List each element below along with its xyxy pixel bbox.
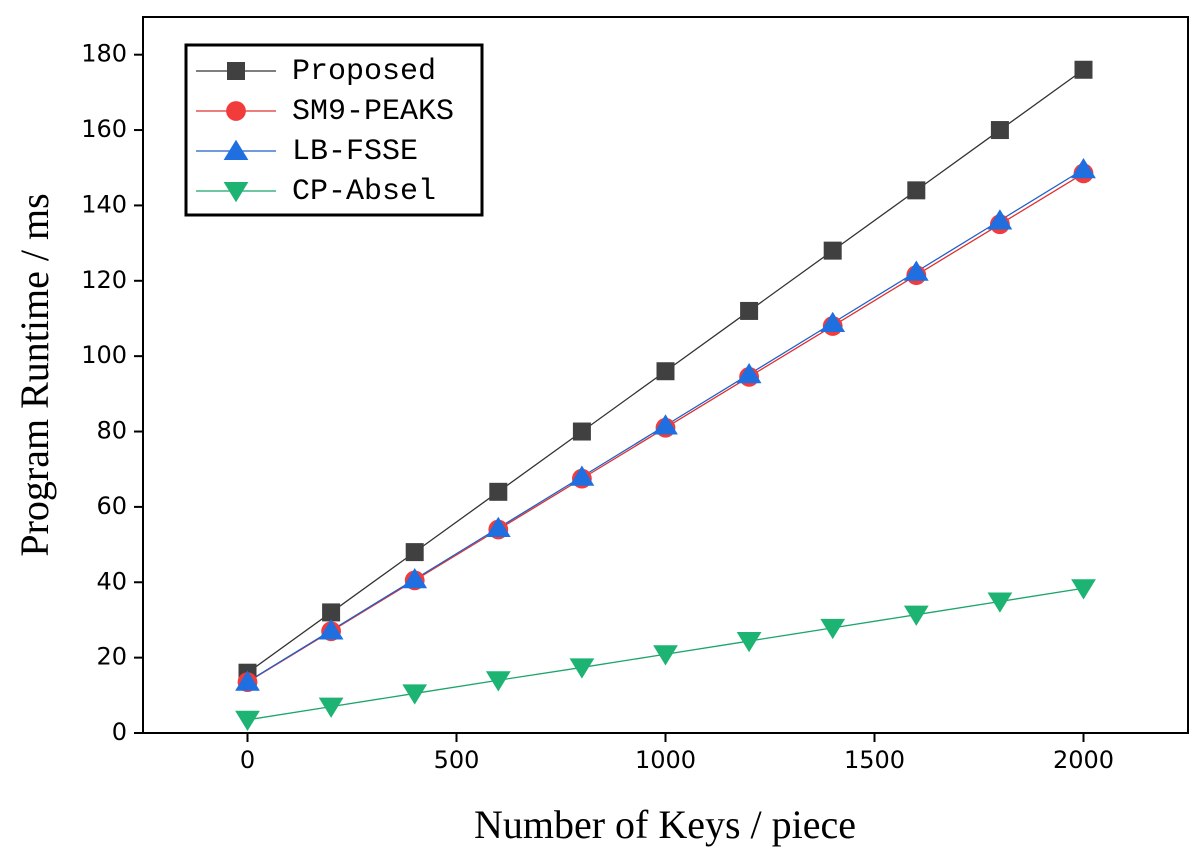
marker <box>489 482 508 501</box>
marker <box>318 697 344 718</box>
y-tick-label: 20 <box>96 643 127 671</box>
y-axis-title: Program Runtime / ms <box>12 193 57 556</box>
y-tick-label: 100 <box>81 341 127 369</box>
marker <box>907 181 926 200</box>
marker <box>987 592 1013 613</box>
legend-label: SM9-PEAKS <box>292 95 454 129</box>
marker <box>569 658 595 679</box>
marker <box>235 670 260 691</box>
x-tick-label: 500 <box>434 746 480 774</box>
marker <box>820 311 846 332</box>
marker <box>223 182 249 203</box>
marker <box>740 301 759 320</box>
marker <box>569 465 595 486</box>
marker <box>820 618 846 640</box>
y-tick-label: 120 <box>81 266 127 294</box>
y-tick-label: 180 <box>81 40 127 68</box>
y-tick-label: 80 <box>96 417 127 445</box>
legend-label: Proposed <box>292 55 436 89</box>
x-tick-label: 1000 <box>635 746 696 774</box>
marker <box>903 605 929 626</box>
marker <box>990 121 1009 140</box>
y-tick-label: 0 <box>112 718 127 746</box>
marker <box>987 209 1013 230</box>
marker <box>653 414 678 435</box>
marker <box>1071 157 1096 179</box>
marker <box>226 101 246 121</box>
marker <box>823 241 842 260</box>
marker <box>653 645 678 666</box>
x-tick-label: 2000 <box>1053 746 1114 774</box>
marker <box>485 516 511 537</box>
marker <box>903 260 929 281</box>
legend-label: CP-Absel <box>292 175 436 209</box>
y-tick-label: 160 <box>81 115 127 143</box>
y-tick-label: 60 <box>96 492 127 520</box>
x-tick-label: 0 <box>240 746 255 774</box>
marker <box>235 710 260 732</box>
marker <box>318 619 344 640</box>
marker <box>1074 60 1093 79</box>
marker <box>405 543 424 562</box>
marker <box>227 62 245 80</box>
x-tick-label: 1500 <box>844 746 905 774</box>
x-axis-title: Number of Keys / piece <box>474 802 856 847</box>
marker <box>1071 579 1096 600</box>
marker <box>485 671 511 692</box>
marker <box>402 567 428 589</box>
marker <box>736 632 762 653</box>
marker <box>736 362 762 384</box>
marker <box>322 603 341 622</box>
marker <box>402 684 428 705</box>
y-tick-label: 40 <box>96 567 127 595</box>
marker <box>656 362 675 381</box>
marker <box>223 139 249 160</box>
y-tick-label: 140 <box>81 190 127 218</box>
legend-label: LB-FSSE <box>292 135 418 169</box>
marker <box>572 422 591 441</box>
legend: Proposed SM9-PEAKS LB-FSSE CP-Absel <box>184 43 484 217</box>
